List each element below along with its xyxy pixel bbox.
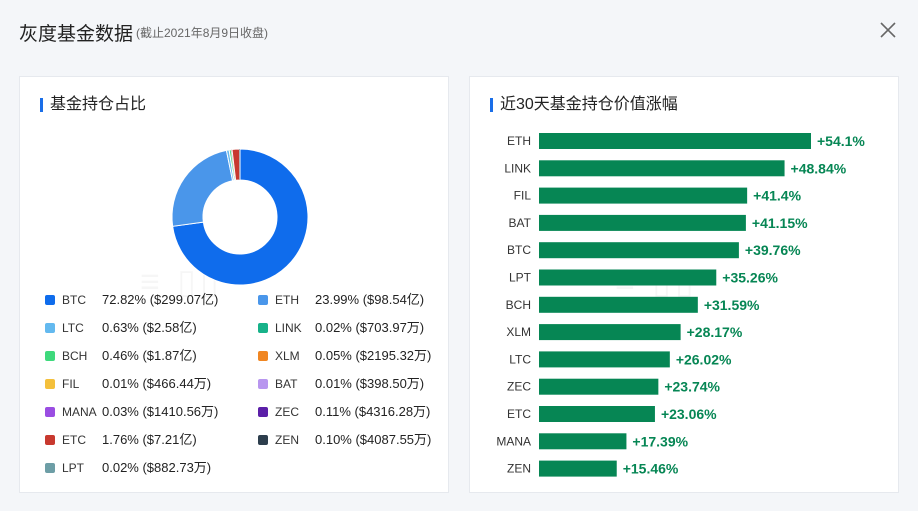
legend-label: ZEN	[275, 433, 299, 447]
bar-value-label: +15.46%	[623, 461, 679, 477]
legend-swatch	[258, 435, 268, 445]
donut-slice-xlm[interactable]	[231, 149, 236, 181]
legend-value: 0.10% ($4087.55万)	[315, 432, 432, 447]
bar-category-label: XLM	[506, 325, 531, 339]
bar-value-label: +35.26%	[722, 270, 778, 286]
bar-value-label: +54.1%	[817, 133, 865, 149]
growth-bar-chart: ETH +54.1% LINK +48.84% FIL +41.4% BAT +41.15% B…	[496, 133, 865, 477]
legend-label: LINK	[275, 321, 302, 335]
legend-label: ETC	[62, 433, 86, 447]
legend-value: 23.99% ($98.54亿)	[315, 292, 425, 307]
holdings-panel-title: 基金持仓占比	[40, 96, 146, 114]
modal-header: 灰度基金数据 (截止2021年8月9日收盘)	[0, 0, 918, 60]
bar-value-label: +28.17%	[687, 324, 743, 340]
legend-label: ZEC	[275, 405, 299, 419]
donut-slice-btc[interactable]	[172, 148, 309, 286]
legend-swatch	[258, 407, 268, 417]
legend-swatch	[45, 407, 55, 417]
legend-swatch	[45, 435, 55, 445]
bar-category-label: ZEC	[507, 380, 531, 394]
legend-swatch	[45, 463, 55, 473]
legend-swatch	[258, 351, 268, 361]
bar-ltc[interactable]	[539, 351, 670, 368]
bar-category-label: ETH	[507, 134, 531, 148]
bar-category-label: ETC	[507, 407, 531, 421]
legend-swatch	[45, 323, 55, 333]
donut-slice-etc[interactable]	[231, 148, 241, 181]
legend-label: BTC	[62, 293, 86, 307]
legend-swatch	[45, 379, 55, 389]
bar-bch[interactable]	[539, 296, 698, 313]
bar-lpt[interactable]	[539, 269, 717, 286]
legend-label: MANA	[62, 405, 97, 419]
bar-category-label: FIL	[514, 189, 532, 203]
legend-label: ETH	[275, 293, 299, 307]
bar-value-label: +41.4%	[753, 188, 801, 204]
legend-label: BCH	[62, 349, 88, 363]
bar-category-label: MANA	[496, 434, 531, 448]
bar-zec[interactable]	[539, 378, 659, 395]
bar-link[interactable]	[539, 160, 785, 177]
legend-value: 0.05% ($2195.32万)	[315, 348, 432, 363]
close-icon	[880, 22, 896, 38]
legend-label: FIL	[62, 377, 80, 391]
bar-value-label: +41.15%	[752, 215, 808, 231]
legend-label: BAT	[275, 377, 298, 391]
bar-category-label: LTC	[509, 352, 531, 366]
bar-value-label: +23.74%	[664, 379, 720, 395]
growth-panel: ≡ ▯▯ 近30天基金持仓价值涨幅 ETH+54.1%LINK+48.84%FI…	[469, 76, 899, 493]
bar-category-label: ZEN	[507, 462, 531, 476]
legend-swatch	[258, 323, 268, 333]
bar-value-label: +23.06%	[661, 406, 717, 422]
bar-eth[interactable]	[539, 133, 811, 149]
legend-label: XLM	[275, 349, 300, 363]
legend-label: LPT	[62, 461, 85, 475]
bar-value-label: +26.02%	[676, 351, 732, 367]
page-subtitle: (截止2021年8月9日收盘)	[136, 26, 269, 40]
legend-swatch	[45, 351, 55, 361]
bar-fil[interactable]	[539, 187, 748, 204]
bar-category-label: LPT	[509, 271, 532, 285]
legend-swatch	[258, 295, 268, 305]
legend-swatch	[258, 379, 268, 389]
bar-category-label: BCH	[506, 298, 531, 312]
holdings-donut-chart	[171, 148, 309, 286]
legend-value: 0.01% ($398.50万)	[315, 376, 425, 391]
bar-category-label: LINK	[504, 161, 531, 175]
legend-swatch	[45, 295, 55, 305]
bar-zen[interactable]	[539, 460, 617, 477]
legend-label: LTC	[62, 321, 84, 335]
legend-value: 0.63% ($2.58亿)	[102, 320, 197, 335]
legend-value: 0.03% ($1410.56万)	[102, 404, 219, 419]
donut-slice-eth[interactable]	[171, 149, 234, 227]
bar-xlm[interactable]	[539, 324, 681, 341]
page-title: 灰度基金数据	[19, 24, 134, 45]
bar-category-label: BAT	[509, 216, 532, 230]
legend-value: 0.02% ($882.73万)	[102, 460, 212, 475]
bar-category-label: BTC	[507, 243, 531, 257]
bar-value-label: +48.84%	[791, 160, 847, 176]
legend-value: 0.01% ($466.44万)	[102, 376, 212, 391]
bar-value-label: +17.39%	[632, 433, 688, 449]
bar-mana[interactable]	[539, 433, 627, 450]
bar-value-label: +39.76%	[745, 242, 801, 258]
bar-etc[interactable]	[539, 406, 655, 422]
legend-value: 1.76% ($7.21亿)	[102, 432, 197, 447]
bar-btc[interactable]	[539, 242, 739, 259]
legend-value: 0.02% ($703.97万)	[315, 320, 425, 335]
close-button[interactable]	[874, 16, 902, 44]
growth-panel-title: 近30天基金持仓价值涨幅	[490, 96, 678, 114]
bar-value-label: +31.59%	[704, 297, 760, 313]
legend-value: 0.46% ($1.87亿)	[102, 348, 197, 363]
legend-value: 0.11% ($4316.28万)	[315, 404, 431, 419]
bar-bat[interactable]	[539, 214, 746, 231]
legend-value: 72.82% ($299.07亿)	[102, 292, 219, 307]
